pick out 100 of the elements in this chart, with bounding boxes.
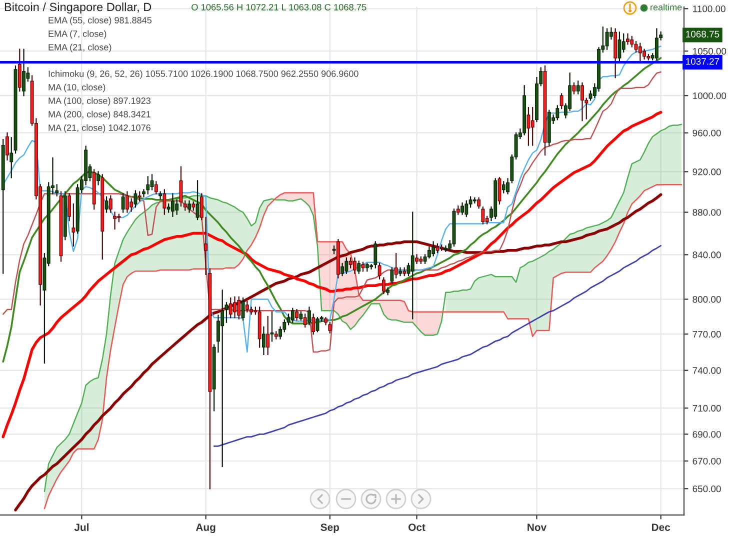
candlestick — [158, 191, 162, 200]
annotation: EMA (21, close) — [48, 44, 112, 52]
x-tick-label: Sep — [320, 524, 340, 534]
candlestick — [530, 107, 534, 146]
candlestick — [432, 241, 436, 256]
y-tick-label: 740.00 — [692, 367, 721, 374]
annotation: MA (10, close) — [48, 84, 106, 92]
candlestick — [278, 326, 282, 340]
candlestick — [6, 132, 9, 160]
candlestick — [250, 306, 254, 315]
candlestick — [262, 326, 266, 356]
candlestick — [196, 180, 200, 220]
candlestick — [162, 189, 166, 215]
line-series — [213, 244, 662, 447]
candlestick — [415, 254, 418, 264]
candlestick — [175, 199, 179, 215]
y-tick-label: 1100.00 — [693, 5, 726, 12]
line-series — [2, 110, 662, 438]
text: 1068.75 — [686, 30, 720, 38]
candlestick — [398, 267, 402, 276]
candlestick — [477, 197, 481, 209]
annotation: MA (21, close) 1042.1076 — [48, 124, 150, 133]
candlestick — [654, 28, 658, 60]
y-tick-label: 1050.00 — [693, 48, 726, 55]
candlestick — [68, 193, 72, 222]
candlestick — [154, 181, 158, 194]
y-tick-label: 880.00 — [692, 209, 721, 216]
candlestick — [353, 257, 356, 274]
candlestick — [18, 48, 22, 92]
y-tick-label: 670.00 — [692, 458, 721, 465]
candlestick — [340, 262, 344, 276]
candlestick — [303, 314, 307, 328]
chart-subtitle: O 1065.56 H 1072.21 L 1063.08 C 1068.75 — [192, 4, 366, 10]
y-tick-label: 770.00 — [692, 330, 721, 338]
candlestick — [130, 198, 134, 212]
candlestick — [72, 203, 76, 247]
candlestick — [638, 42, 642, 62]
candlestick — [630, 36, 634, 48]
candlestick — [188, 200, 191, 213]
chart-title: Bitcoin / Singapore Dollar, D — [4, 2, 152, 14]
candlestick — [344, 257, 348, 274]
candlestick — [374, 241, 378, 268]
candlestick — [394, 253, 398, 278]
candlestick — [295, 308, 299, 321]
y-tick-label: 690.00 — [692, 430, 721, 438]
candlestick — [108, 195, 112, 213]
candlestick — [444, 245, 448, 252]
candlestick — [104, 196, 108, 213]
candlestick — [556, 105, 560, 120]
candlestick — [357, 260, 361, 274]
annotation: MA (100, close) 897.1923 — [48, 97, 150, 106]
candlestick — [576, 80, 580, 94]
candlestick — [170, 193, 174, 217]
x-tick-label: Oct — [408, 524, 426, 531]
candlestick — [382, 277, 386, 294]
x-tick-label: Jul — [74, 523, 88, 531]
candlestick — [224, 302, 228, 323]
candlestick — [121, 193, 125, 213]
candlestick — [233, 296, 236, 318]
candlestick — [220, 290, 224, 468]
candlestick — [378, 262, 382, 280]
candlestick — [308, 306, 311, 326]
y-tick-label: 800.00 — [692, 296, 721, 303]
candlestick — [626, 33, 630, 45]
x-tick-label: Nov — [528, 524, 547, 531]
annotation: EMA (55, close) 981.8845 — [48, 16, 152, 26]
candlestick — [580, 82, 584, 122]
candlestick — [348, 257, 352, 268]
candlestick — [526, 107, 530, 146]
candlestick — [502, 181, 506, 194]
candlestick — [560, 93, 564, 110]
ref-line-label: 1037.27 — [686, 58, 720, 65]
candlestick — [96, 171, 100, 186]
candlestick — [113, 212, 117, 230]
candlestick — [410, 212, 414, 320]
candlestick — [427, 246, 431, 259]
y-tick-label: 840.00 — [692, 252, 721, 258]
x-tick-label: Dec — [652, 524, 670, 531]
candlestick — [270, 311, 274, 342]
candlestick — [138, 191, 142, 202]
candlestick — [125, 191, 129, 213]
candlestick — [245, 300, 249, 312]
candlestick — [290, 308, 294, 323]
y-tick-label: 650.00 — [692, 485, 721, 492]
annotation: Ichimoku (9, 26, 52, 26) 1055.7100 1026.1900 1068.7500 962.2550 906.9600 — [48, 70, 358, 79]
candlestick — [10, 137, 14, 178]
candlestick — [390, 267, 394, 284]
candlestick — [228, 298, 232, 318]
candlestick — [266, 316, 270, 356]
y-tick-label: 710.00 — [692, 404, 721, 412]
candlestick — [237, 296, 241, 320]
candlestick — [642, 48, 646, 60]
annotation: EMA (7, close) — [48, 30, 106, 39]
candlestick — [460, 202, 464, 215]
candlestick — [183, 200, 187, 211]
candlestick — [312, 314, 316, 335]
x-tick-label: Aug — [196, 524, 216, 534]
candlestick — [146, 176, 150, 194]
annotation: MA (200, close) 848.3421 — [48, 110, 150, 120]
y-tick-label: 920.00 — [692, 168, 721, 176]
